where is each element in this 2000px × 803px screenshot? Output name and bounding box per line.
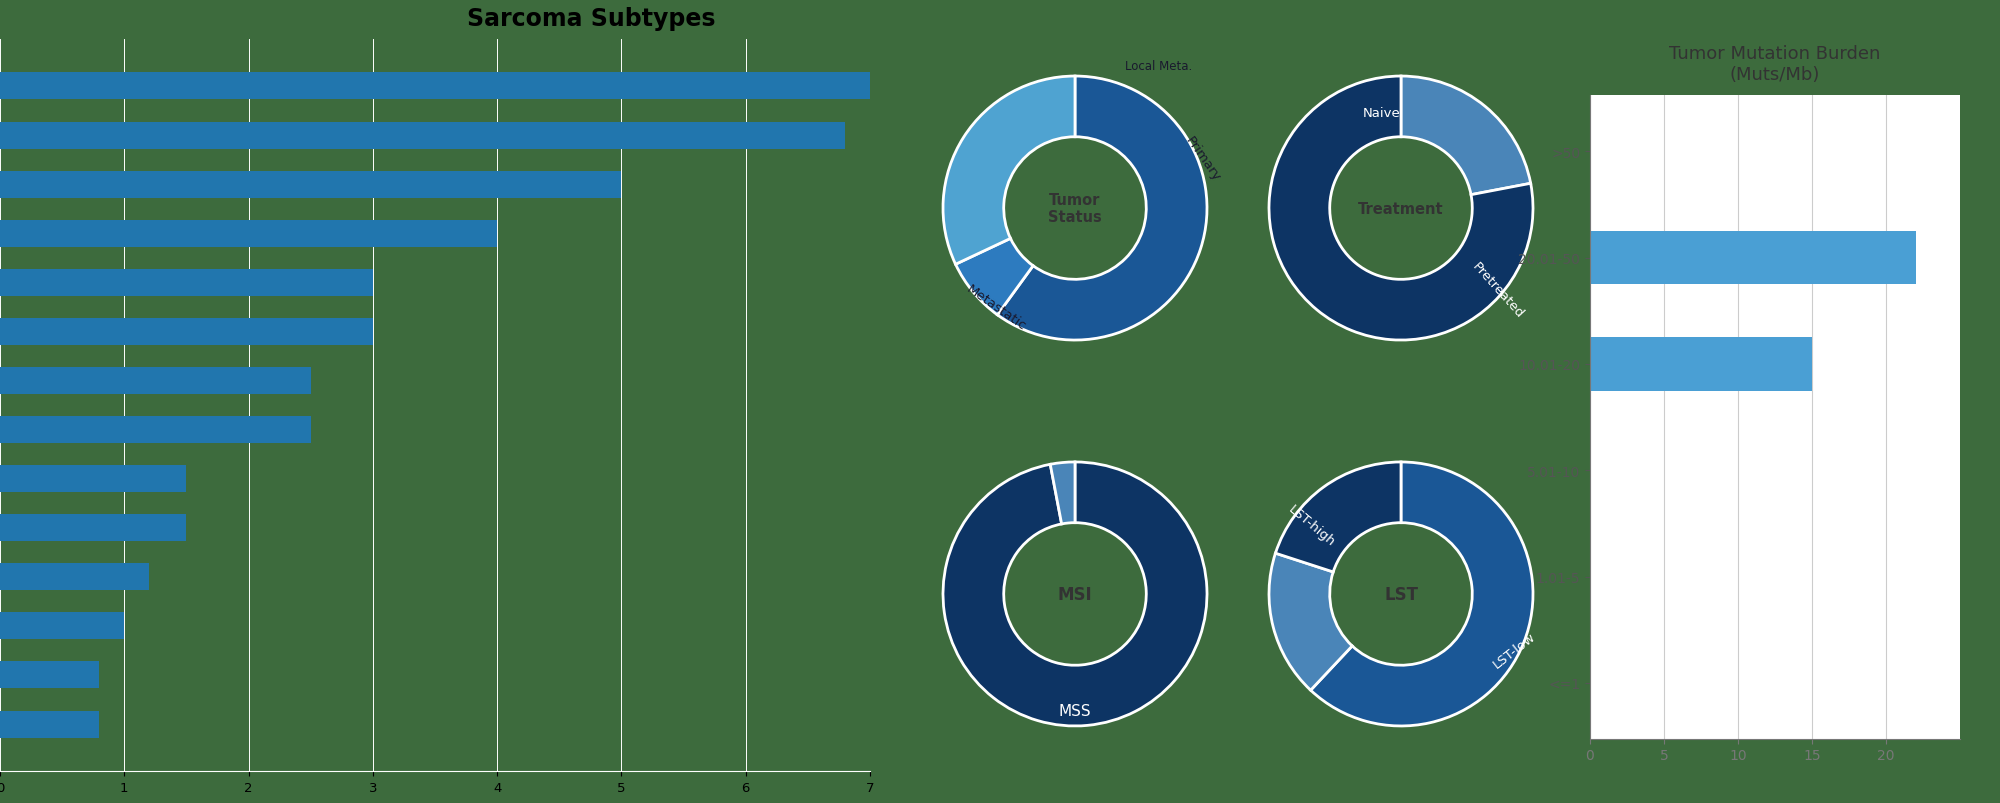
Wedge shape bbox=[956, 239, 1034, 316]
Text: Pretreated: Pretreated bbox=[1470, 260, 1526, 321]
Bar bbox=[0, 122, 846, 149]
Bar bbox=[0, 613, 124, 640]
Bar bbox=[0, 564, 150, 590]
Wedge shape bbox=[1050, 463, 1076, 524]
Bar bbox=[1590, 338, 1812, 391]
Bar bbox=[0, 515, 186, 541]
Text: MSS: MSS bbox=[1058, 703, 1092, 718]
Wedge shape bbox=[1276, 463, 1402, 573]
Bar bbox=[0, 711, 100, 738]
Wedge shape bbox=[944, 463, 1206, 726]
Wedge shape bbox=[1310, 463, 1532, 726]
Wedge shape bbox=[1400, 77, 1530, 195]
Bar bbox=[0, 221, 498, 247]
Title: Sarcoma Subtypes: Sarcoma Subtypes bbox=[468, 7, 716, 31]
Text: Treatment: Treatment bbox=[1358, 202, 1444, 216]
Bar bbox=[0, 171, 622, 198]
Text: Naive: Naive bbox=[1362, 108, 1400, 120]
Wedge shape bbox=[1270, 553, 1352, 691]
Text: Metastatic: Metastatic bbox=[964, 283, 1028, 333]
Wedge shape bbox=[998, 77, 1206, 340]
Bar bbox=[0, 662, 100, 689]
Title: Tumor Mutation Burden
(Muts/Mb): Tumor Mutation Burden (Muts/Mb) bbox=[1670, 45, 1880, 84]
Bar bbox=[0, 270, 372, 296]
Bar bbox=[1590, 232, 1916, 285]
Text: LST-high: LST-high bbox=[1286, 503, 1338, 548]
Bar bbox=[0, 417, 310, 443]
Text: LST: LST bbox=[1384, 585, 1418, 603]
Text: LST-low: LST-low bbox=[1490, 629, 1538, 670]
Text: Primary: Primary bbox=[1184, 134, 1224, 183]
Bar bbox=[0, 319, 372, 345]
Bar bbox=[0, 466, 186, 492]
Text: Tumor
Status: Tumor Status bbox=[1048, 193, 1102, 225]
Bar bbox=[0, 73, 870, 100]
Wedge shape bbox=[1270, 77, 1532, 340]
Wedge shape bbox=[944, 77, 1076, 265]
Text: MSI: MSI bbox=[1058, 585, 1092, 603]
Bar bbox=[0, 368, 310, 394]
Text: Local Meta.: Local Meta. bbox=[1126, 60, 1192, 73]
